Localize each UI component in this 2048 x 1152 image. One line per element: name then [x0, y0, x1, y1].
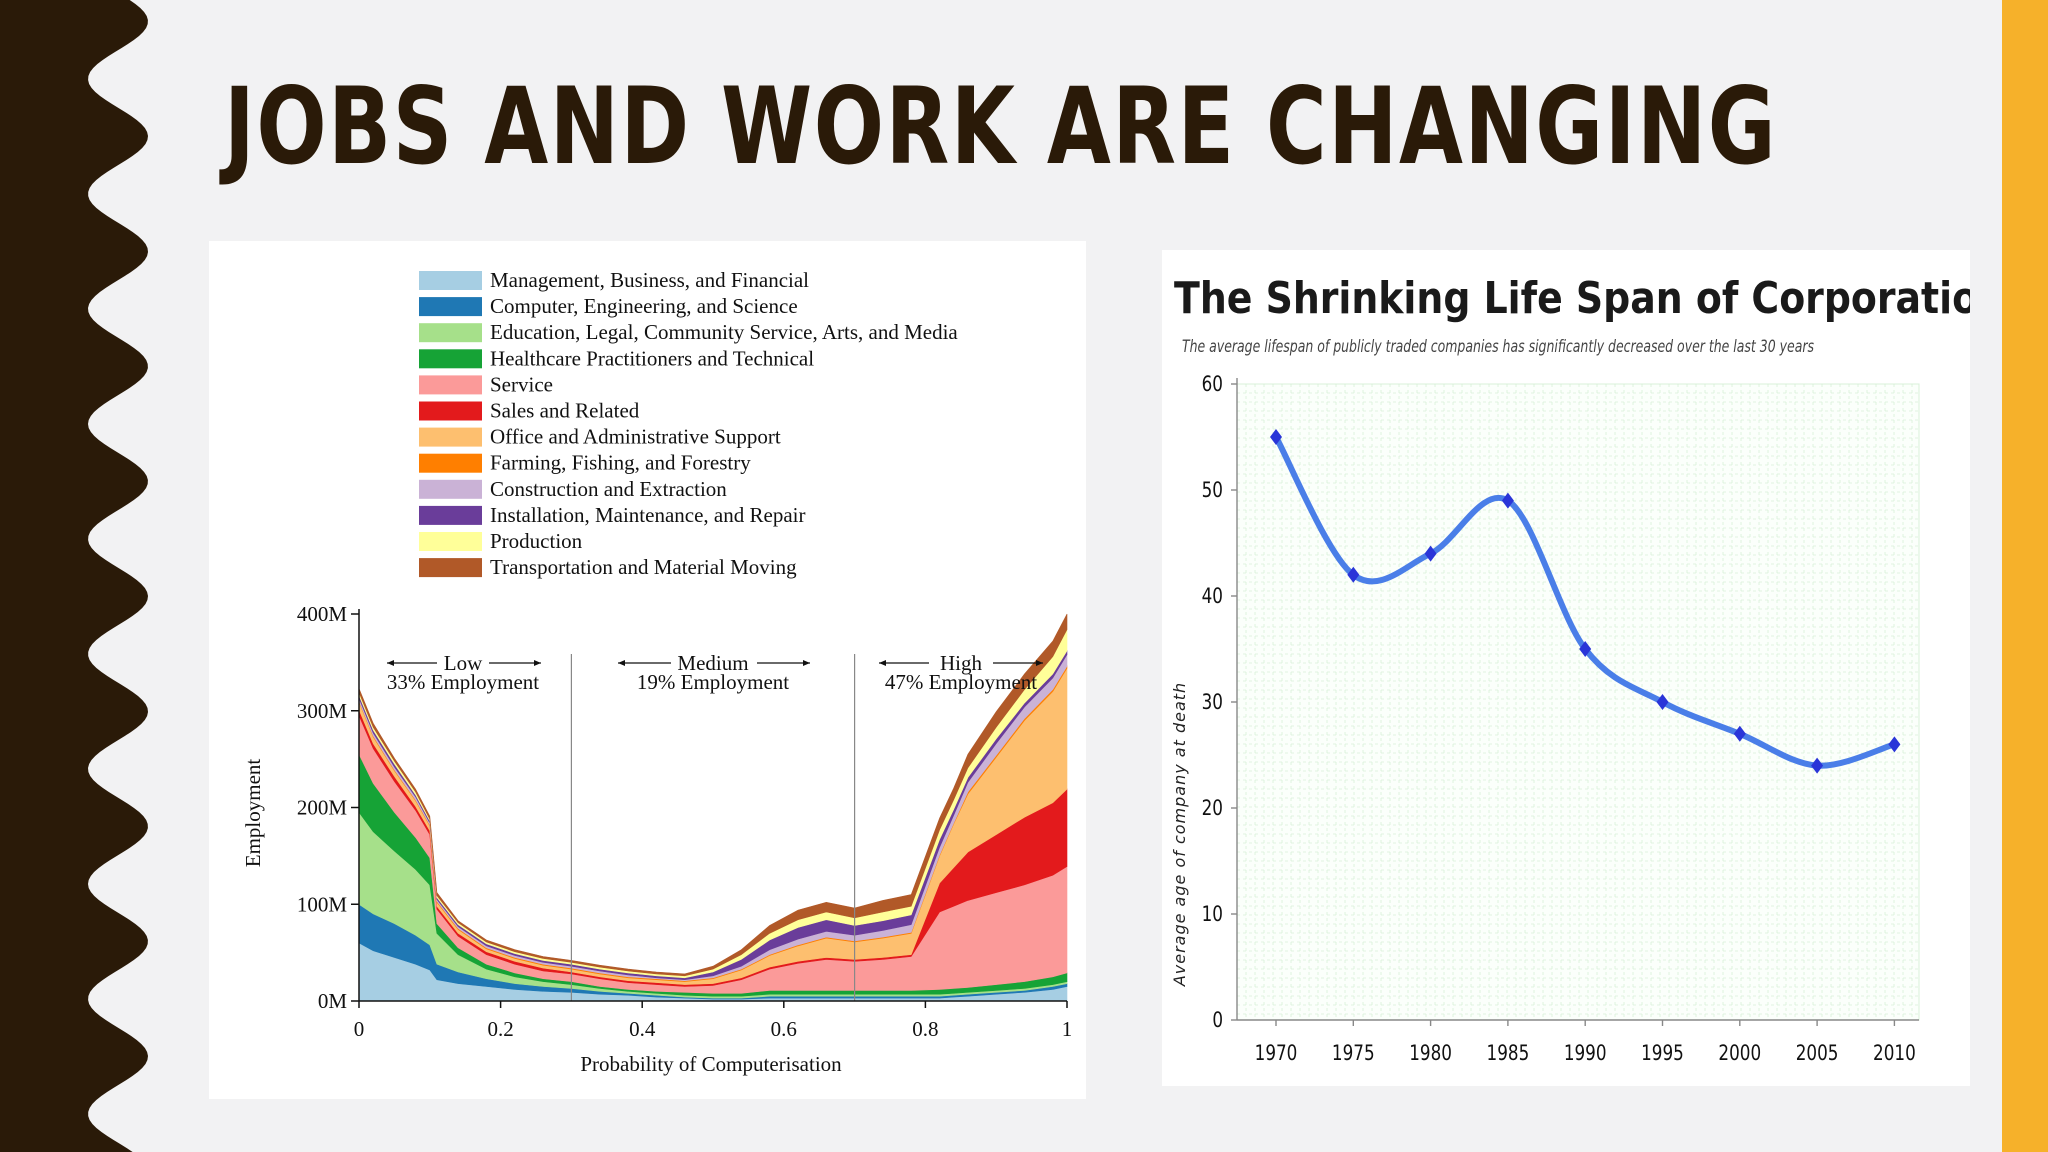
y-tick-label-3: 300M: [297, 699, 348, 723]
x-tick-label-3: 0.6: [771, 1017, 797, 1041]
x-tick-label-4: 0.8: [912, 1017, 938, 1041]
lifespan-line-chart: The Shrinking Life Span of Corporations …: [1170, 272, 2028, 1066]
axes: 0 10 20 30 40 50 60 1970 1975 1980 1985 1990 1995 200…: [1202, 372, 1919, 1066]
legend-label-6: Office and Administrative Support: [490, 425, 781, 449]
employment-chart-panel: Management, Business, and Financial Compu…: [209, 241, 1086, 1099]
y-tick-label-2: 200M: [297, 796, 348, 820]
y-tick-label-6: 60: [1202, 372, 1223, 396]
y-tick-label-3: 30: [1202, 690, 1223, 714]
lifespan-chart-panel: The Shrinking Life Span of Corporations …: [1162, 250, 2028, 1086]
chart-title: The Shrinking Life Span of Corporations: [1174, 272, 1970, 323]
legend-swatch-8: [419, 479, 482, 499]
slide-title: JOBS AND WORK ARE CHANGING: [224, 65, 1778, 188]
data-point-1995: [1656, 694, 1669, 710]
legend-label-9: Installation, Maintenance, and Repair: [490, 503, 805, 527]
legend-label-11: Transportation and Material Moving: [490, 555, 797, 579]
legend-swatch-9: [419, 505, 482, 525]
band-dividers: [570, 654, 856, 1001]
data-point-1990: [1579, 641, 1592, 657]
legend-label-10: Production: [490, 529, 583, 553]
legend-swatch-6: [419, 427, 482, 447]
y-axis-label: Employment: [241, 759, 265, 868]
y-tick-label-5: 50: [1202, 478, 1223, 502]
legend-swatch-0: [419, 271, 482, 290]
legend-swatch-3: [419, 349, 482, 369]
annotation-medium-label: Medium: [677, 651, 748, 675]
data-point-2000: [1733, 725, 1746, 742]
left-wave-decoration: [0, 0, 148, 1152]
annotation-medium-sub: 19% Employment: [637, 670, 789, 694]
annotation-low-label: Low: [444, 651, 483, 675]
legend-label-8: Construction and Extraction: [490, 477, 727, 501]
axes: 0M 100M 200M 300M 400M 0 0.2 0.4 0.6 0.8 1: [297, 602, 1072, 1041]
x-tick-label-3: 1985: [1487, 1041, 1530, 1065]
legend-label-3: Healthcare Practitioners and Technical: [490, 346, 814, 370]
y-tick-label-4: 400M: [297, 602, 348, 626]
data-point-1985: [1501, 492, 1514, 509]
y-tick-label-0: 0: [1212, 1008, 1223, 1032]
legend-swatch-5: [419, 401, 482, 421]
legend-swatch-1: [419, 297, 482, 317]
annotation-high-label: High: [940, 651, 983, 675]
legend-swatch-11: [419, 558, 482, 578]
legend-label-2: Education, Legal, Community Service, Art…: [490, 320, 958, 344]
employment-area-chart: Management, Business, and FinancialCompu…: [241, 268, 1072, 1076]
x-tick-label-5: 1995: [1641, 1041, 1684, 1065]
plot-area: [1236, 383, 1920, 1021]
x-tick-label-1: 1975: [1332, 1041, 1375, 1065]
y-tick-label-0: 0M: [318, 989, 348, 1013]
x-tick-label-2: 0.4: [629, 1017, 656, 1041]
data-point-2005: [1811, 757, 1824, 774]
y-tick-label-1: 100M: [297, 892, 348, 916]
series-points: [1270, 429, 1901, 774]
x-tick-label-0: 0: [354, 1017, 365, 1041]
data-point-1980: [1424, 545, 1437, 562]
x-tick-label-5: 1: [1062, 1017, 1073, 1041]
chart-subtitle: The average lifespan of publicly traded …: [1182, 337, 1814, 357]
y-tick-label-1: 10: [1202, 902, 1223, 926]
x-tick-label-0: 1970: [1255, 1041, 1298, 1065]
legend-label-7: Farming, Fishing, and Forestry: [490, 451, 751, 475]
x-tick-label-8: 2010: [1873, 1041, 1916, 1065]
grid: [1236, 383, 1920, 1021]
series-line: [1273, 434, 1898, 769]
data-point-1970: [1270, 429, 1282, 445]
legend: Management, Business, and FinancialCompu…: [419, 268, 958, 579]
y-axis-label: Average age of company at death: [1170, 682, 1189, 987]
legend-swatch-2: [419, 323, 482, 343]
x-tick-label-1: 0.2: [487, 1017, 513, 1041]
data-point-2010: [1888, 736, 1901, 753]
legend-label-4: Service: [490, 372, 553, 396]
x-axis-label: Probability of Computerisation: [580, 1052, 842, 1076]
data-point-1975: [1347, 566, 1360, 583]
y-tick-label-2: 20: [1202, 796, 1223, 820]
y-tick-label-4: 40: [1202, 584, 1223, 608]
legend-label-1: Computer, Engineering, and Science: [490, 294, 798, 318]
legend-swatch-4: [419, 375, 482, 395]
x-tick-label-7: 2005: [1796, 1041, 1839, 1065]
lifespan-line: [1273, 434, 1898, 769]
x-tick-label-2: 1980: [1409, 1041, 1452, 1065]
right-accent-stripe: [2002, 0, 2048, 1152]
x-tick-label-4: 1990: [1564, 1041, 1607, 1065]
x-tick-label-6: 2000: [1718, 1041, 1761, 1065]
legend-label-5: Sales and Related: [490, 399, 640, 423]
annotation-low-sub: 33% Employment: [387, 670, 539, 694]
band-annotations: Low 33% Employment Medium 19% Employment…: [387, 651, 1043, 694]
legend-swatch-7: [419, 453, 482, 473]
legend-label-0: Management, Business, and Financial: [490, 268, 809, 292]
annotation-high-sub: 47% Employment: [885, 670, 1037, 694]
legend-swatch-10: [419, 532, 482, 551]
